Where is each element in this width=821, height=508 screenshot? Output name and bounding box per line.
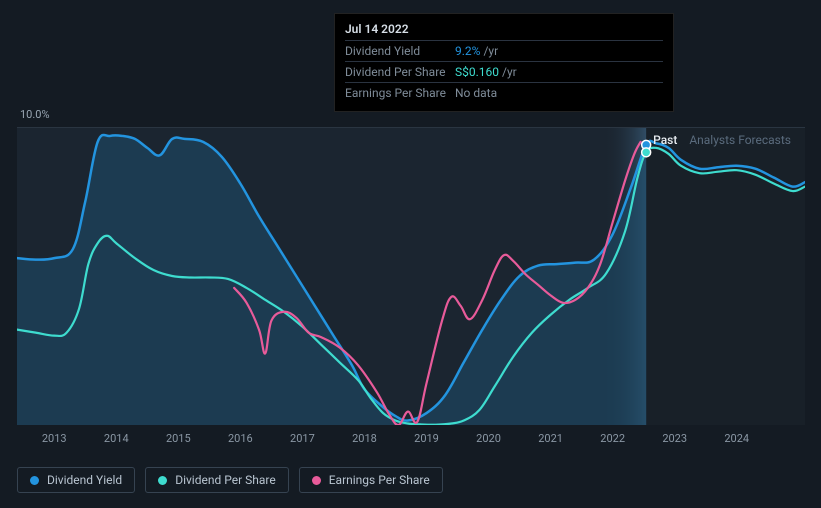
legend-forecast: Analysts Forecasts xyxy=(689,133,791,147)
tooltip-label: Dividend Yield xyxy=(345,44,455,58)
legend-dot-icon xyxy=(30,476,39,485)
x-axis-tick: 2017 xyxy=(290,432,315,445)
x-axis-tick: 2016 xyxy=(228,432,253,445)
x-axis-tick: 2024 xyxy=(724,432,749,445)
x-axis-tick: 2021 xyxy=(538,432,563,445)
legend-label: Dividend Per Share xyxy=(175,473,276,487)
legend-dot-icon xyxy=(312,476,321,485)
legend-item[interactable]: Dividend Per Share xyxy=(145,467,289,493)
legend-dot-icon xyxy=(158,476,167,485)
x-axis-tick: 2018 xyxy=(352,432,377,445)
legend-label: Earnings Per Share xyxy=(329,473,430,487)
legend-item[interactable]: Earnings Per Share xyxy=(299,467,443,493)
legend-item[interactable]: Dividend Yield xyxy=(17,467,135,493)
x-axis-tick: 2014 xyxy=(104,432,129,445)
x-axis-tick: 2020 xyxy=(476,432,501,445)
x-axis-ticks: 2013 2014 2015 2016 2017 2018 2019 2020 2021 2022… xyxy=(17,432,805,447)
chart-tooltip: Jul 14 2022 Dividend Yield9.2%/yrDividen… xyxy=(334,13,674,112)
x-axis-tick: 2022 xyxy=(600,432,625,445)
tooltip-value: 9.2%/yr xyxy=(455,44,498,58)
legend-top: Past Analysts Forecasts xyxy=(653,133,791,147)
main-chart[interactable] xyxy=(17,127,805,425)
tooltip-unit: /yr xyxy=(502,65,517,79)
x-axis-tick: 2013 xyxy=(42,432,67,445)
tooltip-row: Dividend Yield9.2%/yr xyxy=(345,40,663,61)
x-axis-tick: 2023 xyxy=(662,432,687,445)
y-axis-tick-top: 10.0% xyxy=(20,108,50,121)
tooltip-row: Earnings Per ShareNo data xyxy=(345,82,663,103)
legend-label: Dividend Yield xyxy=(47,473,122,487)
tooltip-value: S$0.160/yr xyxy=(455,65,517,79)
tooltip-unit: /yr xyxy=(483,44,498,58)
legend-bottom: Dividend Yield Dividend Per Share Earnings… xyxy=(17,467,443,493)
x-axis-tick: 2019 xyxy=(414,432,439,445)
x-axis-tick: 2015 xyxy=(166,432,191,445)
tooltip-row: Dividend Per ShareS$0.160/yr xyxy=(345,61,663,82)
legend-past: Past xyxy=(653,133,677,147)
tooltip-value: No data xyxy=(455,86,497,100)
tooltip-label: Dividend Per Share xyxy=(345,65,455,79)
tooltip-label: Earnings Per Share xyxy=(345,86,455,100)
tooltip-date: Jul 14 2022 xyxy=(345,22,663,40)
